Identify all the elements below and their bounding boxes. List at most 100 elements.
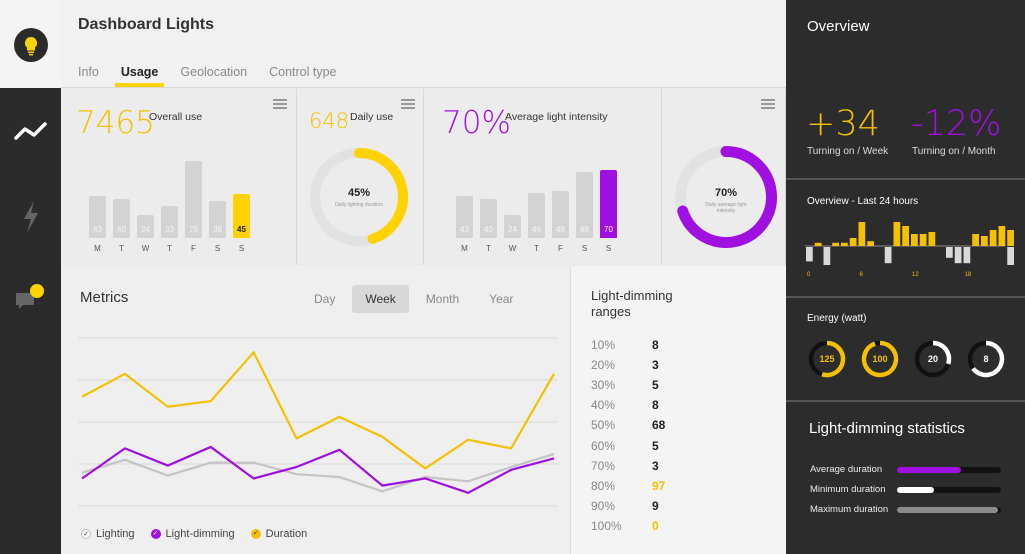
metrics-title: Metrics [80,289,129,306]
bar-value: 70 [604,225,613,234]
stat-bar-track [897,507,1001,513]
hour-bar-on [989,230,997,246]
chat-icon [15,284,44,309]
hour-bar-off [963,247,971,264]
trend-icon [13,122,47,140]
day-label: S [238,244,245,253]
range-row: 10% 8 [591,338,659,352]
range-percent: 10% [591,338,616,352]
dimming-statistics-panel: Light-dimming statistics Average duratio… [786,400,1025,554]
day-label: T [119,244,124,253]
energy-panel: Energy (watt) 125 100 20 8 [786,296,1025,400]
tab-usage[interactable]: Usage [114,65,164,87]
energy-ring: 20 [913,339,953,379]
range-row: 80% 97 [591,479,665,493]
day-label: S [214,244,221,253]
day-label: F [191,244,196,253]
period-week[interactable]: Week [352,285,409,313]
intensity-card: 70% Average light intensity 43 40 24 46 48 68… [424,89,662,265]
day-label: S [605,244,612,253]
menu-icon[interactable] [761,99,775,109]
intensity-donut-label: 70% Daily average light intensity [701,187,751,214]
legend-light-dimming[interactable]: ✓ Light-dimming [150,528,235,540]
intensity-bar-chart: 43 40 24 46 48 68 70 [456,169,624,238]
tab-control-type[interactable]: Control type [269,65,337,79]
turning-on-month-value: -12% [911,104,1002,144]
bar: 40 [480,199,497,238]
range-percent: 20% [591,358,616,373]
day-label: S [581,244,588,253]
turning-on-week-label: Turning on / Week [807,146,889,157]
legend-lighting-label: Lighting [96,528,135,540]
intensity-label: Average light intensity [505,111,608,123]
bar: 40 [113,199,130,238]
period-year[interactable]: Year [489,292,514,306]
bolt-icon [23,201,38,233]
range-percent: 90% [591,498,616,513]
stat-label: Average duration [810,464,883,475]
hour-bar-off [946,247,953,258]
legend-duration[interactable]: ✓ Duration [250,528,308,540]
day-label: T [486,244,491,253]
overall-bar-chart: 43 40 24 33 79 38 45 [89,160,257,238]
hour-bar-on [893,222,901,246]
daily-donut-value: 45% [347,187,371,199]
day-label: M [461,244,468,253]
period-day[interactable]: Day [314,292,336,306]
bar-value: 33 [165,225,174,234]
range-percent: 100% [591,518,622,533]
tab-geolocation[interactable]: Geolocation [180,65,248,79]
hour-bar-on [972,234,979,246]
bar-value: 46 [532,225,541,234]
check-icon: ✓ [250,529,261,539]
nav-item-lights[interactable] [0,0,61,88]
series-line-duration [81,351,555,470]
energy-ring: 8 [966,339,1006,379]
range-count: 5 [652,438,659,453]
legend-duration-label: Duration [265,528,308,540]
bulb-icon [14,28,48,62]
nav-item-energy[interactable] [0,200,61,234]
hour-label: 0 [807,272,811,278]
daily-use-label: Daily use [350,111,394,123]
page-title: Dashboard Lights [78,16,215,33]
period-month[interactable]: Month [425,292,460,306]
range-row: 70% 3 [591,459,659,473]
hour-bar-on [981,236,988,246]
energy-ring: 125 [807,339,847,379]
hour-bar-on [858,222,866,246]
hour-bar-off [823,247,831,265]
ring-gauge [914,340,952,378]
hour-bar-off [1007,247,1014,265]
daily-use-card: 648 Daily use 45% Daily lighting duratio… [297,89,424,265]
energy-value: 100 [872,354,888,364]
bar: 79 [185,160,202,238]
nav-item-messages[interactable] [0,283,61,313]
range-percent: 80% [591,478,616,493]
menu-icon[interactable] [273,99,287,109]
range-count: 5 [652,378,659,393]
header: Dashboard Lights Info Usage Geolocation … [61,0,786,88]
range-count: 8 [652,398,659,413]
energy-value: 20 [927,354,938,364]
bar-value: 45 [237,225,246,234]
day-label: F [558,244,563,253]
intensity-donut-value: 70% [714,187,738,199]
range-percent: 60% [591,438,616,453]
menu-icon[interactable] [401,99,415,109]
legend-lighting[interactable]: ✓ Lighting [81,528,135,540]
nav-item-usage[interactable] [0,118,61,146]
bar: 43 [456,196,473,238]
last-24-hours-panel: Overview - Last 24 hours 0 6 12 18 [786,178,1025,296]
bar-value: 48 [556,225,565,234]
hour-bar-on [911,234,918,246]
last-24-title: Overview - Last 24 hours [807,196,919,207]
hour-bar-on [841,242,848,246]
bar-value: 40 [117,225,126,234]
chart-legend: ✓ Lighting ✓ Light-dimming ✓ Duration [81,528,323,540]
turning-on-month-label: Turning on / Month [912,146,996,157]
tab-info[interactable]: Info [78,65,99,79]
bar-value: 40 [484,225,493,234]
